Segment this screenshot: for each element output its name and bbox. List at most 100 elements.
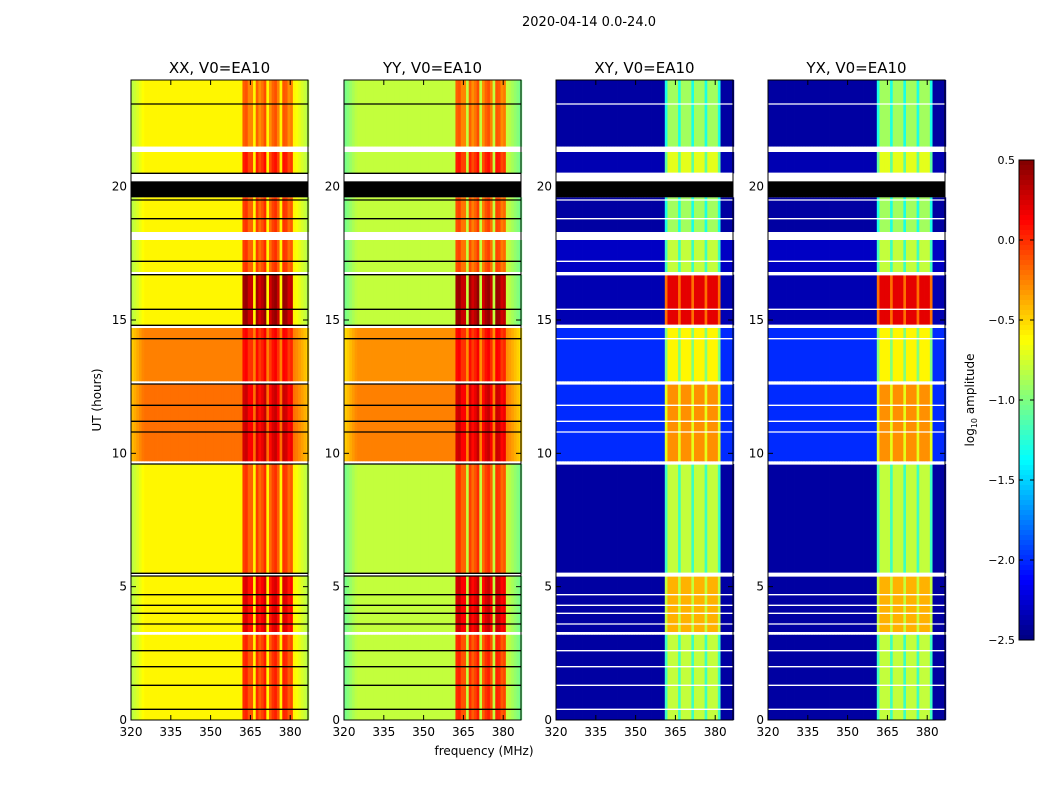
- heatmap-cell: [300, 384, 304, 462]
- heatmap-cell: [860, 152, 864, 174]
- heatmap-cell: [386, 197, 390, 232]
- heatmap-cell: [194, 464, 198, 574]
- heatmap-cell: [362, 384, 366, 462]
- heatmap-cell: [643, 464, 647, 574]
- heatmap-cell: [165, 152, 169, 174]
- heatmap-cell: [497, 152, 501, 174]
- heatmap-cell: [383, 384, 387, 462]
- heatmap-cell: [460, 274, 464, 326]
- heatmap-cell: [858, 274, 862, 326]
- heatmap-cell: [431, 152, 435, 174]
- heatmap-cell: [474, 384, 478, 462]
- heatmap-cell: [577, 240, 581, 272]
- heatmap-cell: [882, 464, 886, 574]
- heatmap-cell: [720, 152, 724, 174]
- heatmap-cell: [207, 576, 212, 632]
- heatmap-cell: [300, 152, 304, 174]
- heatmap-cell: [215, 80, 219, 147]
- heatmap-cell: [452, 240, 456, 272]
- heatmap-cell: [696, 152, 700, 174]
- heatmap-cell: [720, 197, 724, 232]
- heatmap-cell: [937, 152, 941, 174]
- heatmap-cell: [556, 240, 560, 272]
- heatmap-cell: [428, 240, 432, 272]
- colorbar-swatch: [1019, 290, 1034, 296]
- heatmap-cell: [887, 197, 891, 232]
- heatmap-cell: [192, 634, 196, 720]
- heatmap-cell: [614, 274, 618, 326]
- heatmap-cell: [444, 384, 448, 462]
- heatmap-cell: [866, 274, 870, 326]
- heatmap-cell: [839, 240, 843, 272]
- heatmap-cell: [386, 274, 390, 326]
- heatmap-cell: [810, 634, 814, 720]
- heatmap-cell: [189, 152, 193, 174]
- heatmap-cell: [152, 240, 156, 272]
- heatmap-cell: [258, 328, 262, 382]
- heatmap-cell: [630, 384, 634, 462]
- heatmap-cell: [394, 634, 398, 720]
- heatmap-cell: [458, 328, 462, 382]
- heatmap-cell: [439, 240, 443, 272]
- heatmap-cell: [614, 240, 618, 272]
- heatmap-cell: [911, 197, 915, 232]
- heatmap-cell: [890, 197, 894, 232]
- heatmap-cell: [178, 240, 182, 272]
- heatmap-cell: [381, 576, 385, 632]
- heatmap-cell: [500, 274, 504, 326]
- heatmap-cell: [378, 328, 382, 382]
- heatmap-cell: [497, 634, 501, 720]
- heatmap-cell: [656, 464, 660, 574]
- heatmap-cell: [476, 240, 480, 272]
- heatmap-cell: [290, 634, 294, 720]
- heatmap-cell: [192, 464, 196, 574]
- heatmap-cell: [144, 576, 148, 632]
- heatmap-cell: [587, 152, 591, 174]
- heatmap-cell: [678, 274, 682, 326]
- colorbar-swatch: [1019, 360, 1034, 366]
- heatmap-cell: [884, 384, 888, 462]
- heatmap-cell: [505, 576, 509, 632]
- heatmap-cell: [773, 274, 777, 326]
- heatmap-cell: [197, 152, 201, 174]
- heatmap-cell: [662, 197, 666, 232]
- heatmap-cell: [773, 464, 777, 574]
- heatmap-cell: [178, 634, 182, 720]
- heatmap-cell: [295, 152, 299, 174]
- heatmap-cell: [908, 80, 912, 147]
- heatmap-cell: [839, 464, 843, 574]
- heatmap-cell: [418, 80, 422, 147]
- heatmap-cell: [247, 197, 251, 232]
- heatmap-cell: [133, 274, 137, 326]
- heatmap-cell: [693, 80, 698, 147]
- heatmap-cell: [715, 240, 719, 272]
- heatmap-cell: [362, 576, 366, 632]
- heatmap-cell: [569, 80, 573, 147]
- flagged-row-white: [131, 146, 308, 152]
- x-tick-label: 365: [452, 725, 475, 739]
- heatmap-cell: [937, 384, 941, 462]
- heatmap-cell: [450, 464, 454, 574]
- heatmap-cell: [276, 240, 280, 272]
- heatmap-cell: [133, 576, 137, 632]
- heatmap-cell: [405, 464, 409, 574]
- heatmap-cell: [831, 384, 835, 462]
- heatmap-cell: [696, 274, 700, 326]
- heatmap-cell: [611, 576, 615, 632]
- heatmap-cell: [290, 80, 294, 147]
- heatmap-cell: [397, 80, 401, 147]
- heatmap-cell: [495, 384, 499, 462]
- panel-frame: [767, 79, 946, 721]
- heatmap-cell: [654, 197, 658, 232]
- x-tick-label: 335: [159, 725, 182, 739]
- heatmap-cell: [399, 152, 403, 174]
- heatmap-cell: [410, 576, 414, 632]
- heatmap-cell: [640, 634, 644, 720]
- heatmap-cell: [561, 464, 565, 574]
- heatmap-cell: [786, 240, 790, 272]
- heatmap-cell: [768, 240, 772, 272]
- heatmap-cell: [215, 576, 219, 632]
- heatmap-cell: [903, 80, 907, 147]
- heatmap-cell: [696, 464, 700, 574]
- heatmap-cell: [704, 274, 708, 326]
